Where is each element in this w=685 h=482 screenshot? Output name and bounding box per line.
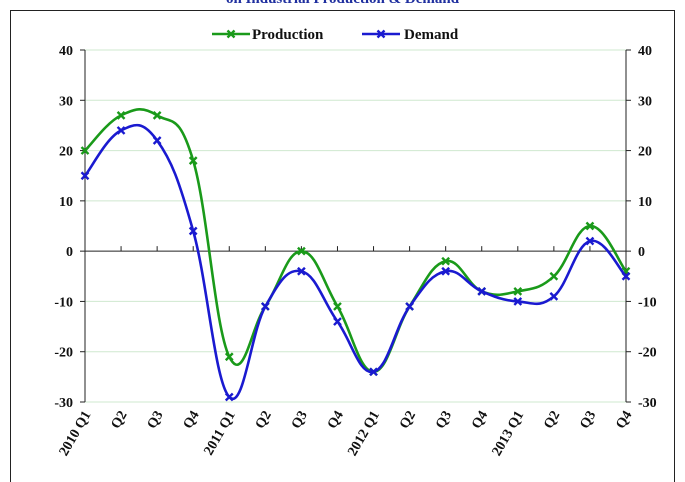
demand-point <box>333 317 342 326</box>
y-tick-label-right: 10 <box>638 195 652 210</box>
x-tick-label: Q3 <box>289 409 311 432</box>
chart-title: on Industrial Production & Demand <box>0 0 685 8</box>
legend-marker-production <box>226 29 236 39</box>
legend-item-demand: Demand <box>362 27 459 43</box>
x-tick-label: 2011 Q1 <box>201 409 238 459</box>
y-tick-label-left: -10 <box>54 295 73 310</box>
demand-line <box>83 123 627 401</box>
x-tick-label: Q2 <box>397 409 419 432</box>
demand-point <box>116 126 126 135</box>
x-tick-label: Q3 <box>577 409 599 432</box>
x-tick-label: Q3 <box>433 409 455 432</box>
y-tick-label-right: 30 <box>638 94 652 109</box>
legend-label-production: Production <box>252 27 324 43</box>
y-tick-label-left: 0 <box>66 245 73 260</box>
y-tick-label-right: -30 <box>638 396 657 411</box>
y-tick-label-left: 20 <box>59 145 73 160</box>
y-tick-label-right: -10 <box>638 295 657 310</box>
demand-point <box>297 266 306 276</box>
legend-label-demand: Demand <box>404 27 459 43</box>
demand-point <box>621 271 631 281</box>
x-tick-label: Q4 <box>181 409 203 432</box>
demand-point <box>405 302 414 311</box>
production-point <box>513 287 523 296</box>
production-point <box>549 271 559 281</box>
production-point <box>333 302 342 311</box>
x-tick-label: Q2 <box>109 409 131 432</box>
demand-point <box>441 266 451 276</box>
x-tick-label: Q2 <box>541 409 563 432</box>
x-tick-label: 2012 Q1 <box>345 409 383 459</box>
axes: -30 -30 -20 -20 -10 -10 0 0 10 10 20 20 30 30 40 40 2010… <box>54 44 656 459</box>
chart-frame <box>10 10 675 482</box>
production-point <box>116 111 126 120</box>
demand-point <box>513 297 523 306</box>
gridlines <box>85 49 626 403</box>
y-tick-label-left: 30 <box>59 94 73 109</box>
series-demand <box>80 123 631 402</box>
y-tick-label-right: 40 <box>638 44 652 59</box>
x-tick-label: Q2 <box>253 409 275 432</box>
production-point <box>585 221 595 231</box>
production-point <box>441 256 451 266</box>
demand-point <box>369 367 378 377</box>
y-tick-label-right: 0 <box>638 245 645 260</box>
x-tick-label: Q4 <box>469 409 491 432</box>
production-point <box>152 111 162 120</box>
legend-item-production: Production <box>212 27 324 43</box>
x-tick-label: 2013 Q1 <box>490 409 528 459</box>
demand-point <box>152 136 162 145</box>
x-tick-label: Q4 <box>614 409 636 432</box>
y-tick-label-left: -30 <box>54 396 73 411</box>
production-line <box>84 108 628 374</box>
x-tick-label: 2010 Q1 <box>57 409 95 459</box>
y-tick-label-right: -20 <box>638 346 657 361</box>
demand-point <box>260 302 270 311</box>
demand-point <box>585 236 595 246</box>
demand-point <box>224 392 234 402</box>
x-tick-label: Q4 <box>325 409 347 432</box>
demand-point <box>188 226 198 236</box>
demand-point <box>80 171 90 181</box>
series-production <box>80 108 631 377</box>
y-tick-label-left: 40 <box>59 44 73 59</box>
production-point <box>297 246 306 256</box>
production-point <box>224 352 234 362</box>
demand-point <box>477 287 487 296</box>
y-tick-label-left: -20 <box>54 346 73 361</box>
y-tick-label-right: 20 <box>638 145 652 160</box>
production-point <box>188 156 198 165</box>
legend: Production Demand <box>212 27 459 43</box>
legend-marker-demand <box>376 29 386 39</box>
y-tick-label-left: 10 <box>59 195 73 210</box>
production-point <box>80 146 90 155</box>
demand-point <box>549 292 559 301</box>
x-tick-label: Q3 <box>145 409 167 432</box>
series-lines <box>80 108 631 402</box>
